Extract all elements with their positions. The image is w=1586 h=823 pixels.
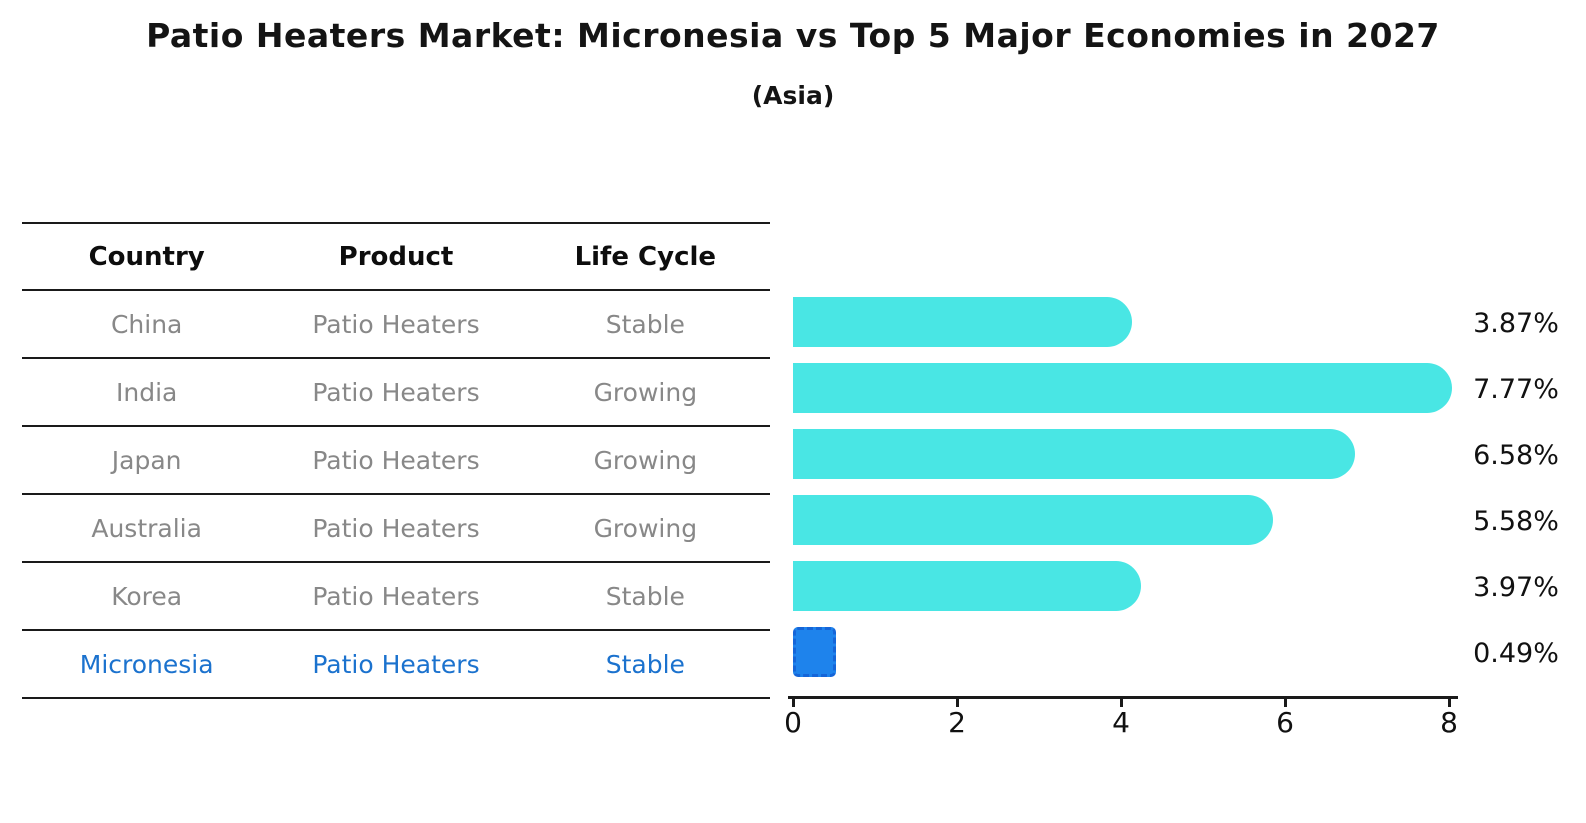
table-row-korea: Korea Patio Heaters Stable <box>22 563 770 631</box>
x-axis-tick <box>1448 697 1451 707</box>
chart-subtitle: (Asia) <box>751 81 835 110</box>
product-cell: Patio Heaters <box>312 649 480 679</box>
table-row-india: India Patio Heaters Growing <box>22 359 770 427</box>
country-cell: China <box>110 309 183 339</box>
country-cell: Australia <box>91 513 202 543</box>
x-tick-label-6: 6 <box>1276 706 1294 739</box>
lifecycle-cell: Stable <box>605 309 685 339</box>
table-row-micronesia: Micronesia Patio Heaters Stable <box>22 631 770 699</box>
x-axis-line <box>788 696 1458 699</box>
column-header-country: Country <box>88 241 205 272</box>
value-label-japan: 6.58% <box>1473 440 1559 471</box>
x-tick-label-2: 2 <box>948 706 966 739</box>
table-row-australia: Australia Patio Heaters Growing <box>22 495 770 563</box>
table-row-china: China Patio Heaters Stable <box>22 291 770 359</box>
bar-india <box>793 363 1452 413</box>
country-cell: Korea <box>111 581 183 611</box>
product-cell: Patio Heaters <box>312 445 480 475</box>
lifecycle-cell: Stable <box>605 649 685 679</box>
value-label-australia: 5.58% <box>1473 506 1559 537</box>
value-label-micronesia: 0.49% <box>1473 638 1559 669</box>
product-cell: Patio Heaters <box>312 513 480 543</box>
bar-korea <box>793 561 1141 611</box>
x-axis-tick <box>1120 697 1123 707</box>
table-row-japan: Japan Patio Heaters Growing <box>22 427 770 495</box>
lifecycle-cell: Growing <box>593 513 698 543</box>
chart-title: Patio Heaters Market: Micronesia vs Top … <box>146 16 1440 55</box>
product-cell: Patio Heaters <box>312 309 480 339</box>
bar-micronesia <box>793 627 836 677</box>
lifecycle-cell: Stable <box>605 581 685 611</box>
x-axis-tick <box>792 697 795 707</box>
product-cell: Patio Heaters <box>312 581 480 611</box>
table-header-row: Country Product Life Cycle <box>22 224 770 291</box>
column-header-product: Product <box>338 241 454 272</box>
product-cell: Patio Heaters <box>312 377 480 407</box>
x-axis-tick <box>956 697 959 707</box>
x-tick-label-0: 0 <box>784 706 802 739</box>
value-label-korea: 3.97% <box>1473 572 1559 603</box>
x-tick-label-4: 4 <box>1112 706 1130 739</box>
lifecycle-cell: Growing <box>593 377 698 407</box>
x-tick-label-8: 8 <box>1440 706 1458 739</box>
value-label-china: 3.87% <box>1473 308 1559 339</box>
country-cell: Micronesia <box>79 649 214 679</box>
column-header-lifecycle: Life Cycle <box>574 241 717 272</box>
summary-table: Country Product Life Cycle China Patio H… <box>22 222 770 699</box>
bar-china <box>793 297 1132 347</box>
bar-australia <box>793 495 1273 545</box>
lifecycle-cell: Growing <box>593 445 698 475</box>
x-axis-tick <box>1284 697 1287 707</box>
country-cell: Japan <box>111 445 182 475</box>
bar-japan <box>793 429 1355 479</box>
country-cell: India <box>115 377 178 407</box>
value-label-india: 7.77% <box>1473 374 1559 405</box>
